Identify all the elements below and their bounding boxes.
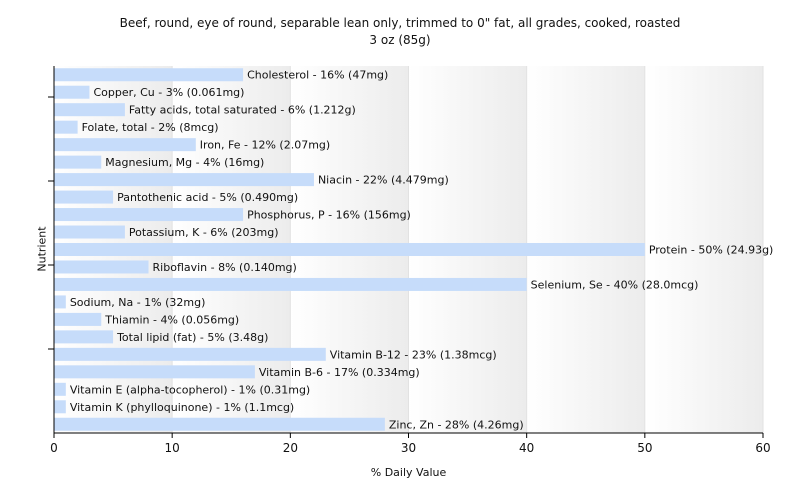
x-tick-label: 60: [755, 441, 770, 455]
bar: [54, 382, 66, 396]
bar-label: Pantothenic acid - 5% (0.490mg): [117, 191, 298, 204]
bar: [54, 295, 66, 309]
bar: [54, 312, 102, 326]
bar: [54, 155, 102, 169]
bar: [54, 138, 196, 152]
chart-subtitle: 3 oz (85g): [369, 33, 431, 47]
bar: [54, 243, 645, 256]
bar-label: Thiamin - 4% (0.056mg): [104, 313, 239, 326]
bar: [54, 347, 326, 361]
bar-label: Vitamin B-6 - 17% (0.334mg): [259, 366, 420, 379]
bar-label: Niacin - 22% (4.479mg): [318, 174, 449, 187]
bar-label: Zinc, Zn - 28% (4.26mg): [389, 418, 524, 431]
x-tick-label: 50: [637, 441, 652, 455]
bar-label: Phosphorus, P - 16% (156mg): [247, 209, 411, 222]
bar-label: Fatty acids, total saturated - 6% (1.212…: [129, 104, 356, 117]
bar-label: Protein - 50% (24.93g): [649, 244, 774, 257]
bar-label: Folate, total - 2% (8mcg): [82, 121, 219, 134]
bar-label: Potassium, K - 6% (203mg): [129, 226, 279, 239]
x-tick-label: 0: [50, 441, 58, 455]
bar: [54, 260, 149, 274]
bar-label: Vitamin K (phylloquinone) - 1% (1.1mcg): [70, 401, 294, 414]
bar: [54, 120, 78, 134]
x-tick-label: 30: [401, 441, 416, 455]
x-axis-label: % Daily Value: [370, 466, 447, 479]
bar: [54, 173, 314, 187]
y-axis-label: Nutrient: [35, 226, 49, 272]
bar-label: Copper, Cu - 3% (0.061mg): [93, 86, 244, 99]
bar-label: Sodium, Na - 1% (32mg): [70, 296, 206, 309]
x-tick-label: 20: [283, 441, 298, 455]
bar-label: Magnesium, Mg - 4% (16mg): [105, 156, 264, 169]
bar: [54, 208, 244, 222]
bar: [54, 330, 114, 344]
bar: [54, 417, 385, 431]
bar: [54, 365, 255, 379]
bar: [54, 103, 125, 117]
bar-label: Cholesterol - 16% (47mg): [247, 69, 388, 82]
bar-label: Riboflavin - 8% (0.140mg): [153, 261, 297, 274]
x-tick-label: 40: [519, 441, 534, 455]
bar-label: Vitamin B-12 - 23% (1.38mcg): [330, 348, 497, 361]
background-band: [644, 66, 763, 433]
bar-label: Total lipid (fat) - 5% (3.48g): [116, 331, 268, 344]
bar: [54, 277, 527, 291]
bar-label: Iron, Fe - 12% (2.07mg): [200, 139, 330, 152]
bar: [54, 85, 90, 99]
bar: [54, 225, 125, 239]
bar-label: Vitamin E (alpha-tocopherol) - 1% (0.31m…: [70, 383, 310, 396]
bar: [54, 190, 114, 204]
bar: [54, 68, 244, 82]
bar-label: Selenium, Se - 40% (28.0mcg): [531, 278, 699, 291]
chart-title: Beef, round, eye of round, separable lea…: [119, 16, 681, 30]
bar: [54, 400, 66, 414]
x-tick-label: 10: [165, 441, 180, 455]
